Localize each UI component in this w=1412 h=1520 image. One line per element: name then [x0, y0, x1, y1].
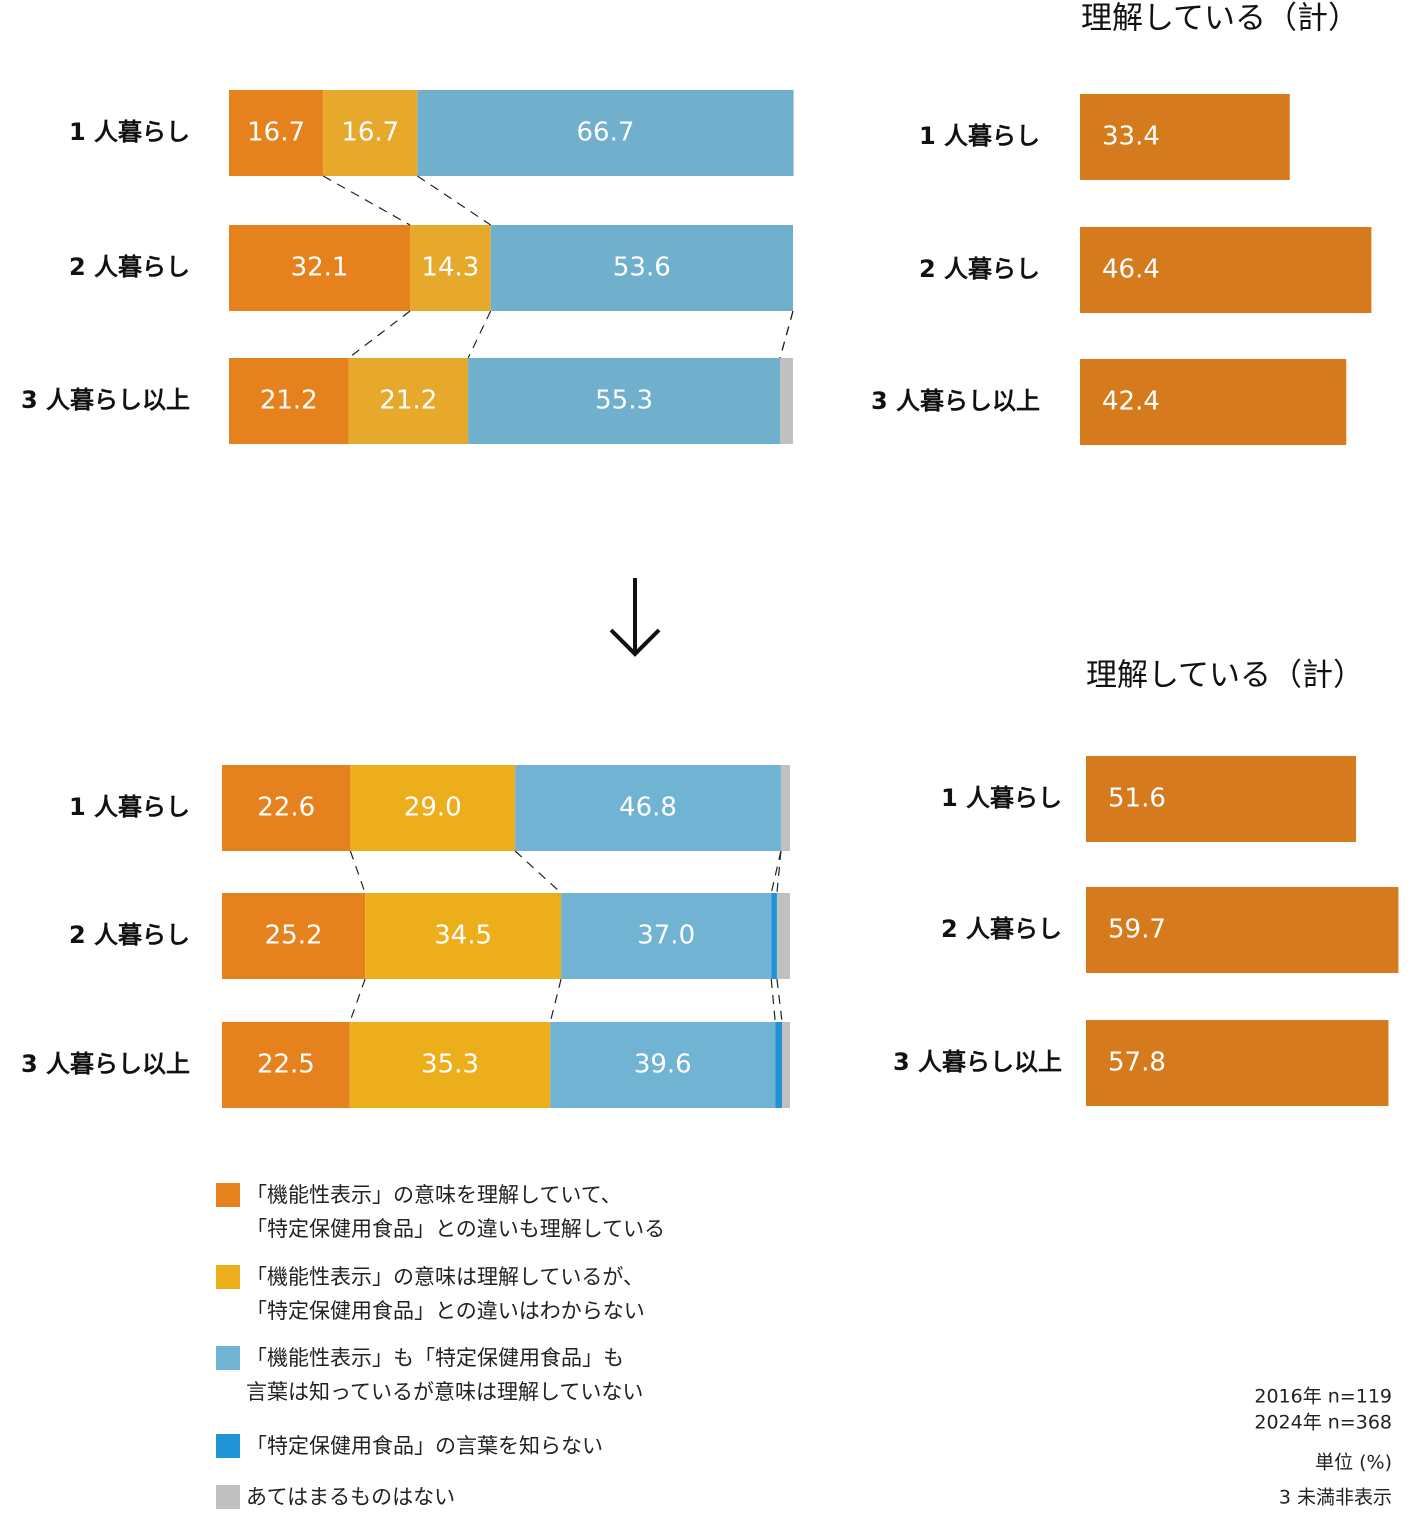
connector	[779, 310, 794, 359]
legend-swatch	[216, 1485, 240, 1509]
legend-swatch	[216, 1265, 240, 1289]
bar-segment	[350, 765, 516, 851]
bar-segment	[490, 225, 793, 311]
value-label: 22.5	[257, 1050, 315, 1080]
bar-segment	[229, 225, 411, 311]
category-label: 1 人暮らし	[919, 122, 1040, 150]
bar-segment	[229, 90, 324, 176]
bar-segment	[222, 1022, 350, 1108]
connector	[514, 850, 562, 894]
value-label: 57.8	[1108, 1048, 1166, 1078]
bar-segment	[349, 1022, 551, 1108]
chart-title: 理解している（計）	[1086, 658, 1364, 694]
connector	[349, 850, 366, 894]
connector	[770, 850, 782, 894]
value-label: 42.4	[1102, 387, 1160, 417]
value-label: 66.7	[577, 118, 635, 148]
footnote: 2024年 n=368	[1254, 1412, 1392, 1434]
value-label: 29.0	[404, 793, 462, 823]
category-label: 3 人暮らし以上	[893, 1048, 1062, 1076]
connector	[549, 978, 562, 1023]
value-label: 14.3	[421, 253, 479, 283]
value-label: 53.6	[613, 253, 671, 283]
value-label: 16.7	[341, 118, 399, 148]
category-label: 3 人暮らし以上	[871, 387, 1040, 415]
bar-segment	[229, 358, 349, 444]
category-label: 2 人暮らし	[69, 253, 190, 281]
footnote: 2016年 n=119	[1254, 1386, 1392, 1408]
bar-segment	[468, 358, 781, 444]
category-label: 2 人暮らし	[941, 915, 1062, 943]
connector	[776, 978, 783, 1023]
legend-label: 「機能性表示」も「特定保健用食品」も 言葉は知っているが意味は理解していない	[246, 1346, 644, 1404]
bar	[1086, 1020, 1389, 1106]
value-label: 25.2	[265, 921, 323, 951]
bar-segment	[410, 225, 491, 311]
bar-segment	[775, 1022, 783, 1108]
bar-segment	[348, 358, 469, 444]
value-label: 22.6	[257, 793, 315, 823]
bar-segment	[222, 893, 366, 979]
category-label: 1 人暮らし	[941, 784, 1062, 812]
connector	[467, 310, 492, 359]
bar	[1080, 359, 1347, 445]
bar-segment	[780, 765, 790, 851]
value-label: 59.7	[1108, 915, 1166, 945]
bar-segment	[771, 893, 777, 979]
connector	[770, 978, 776, 1023]
bar	[1080, 227, 1372, 313]
bar	[1080, 94, 1290, 180]
legend-swatch	[216, 1346, 240, 1370]
value-label: 55.3	[595, 386, 653, 416]
bar-segment	[550, 1022, 776, 1108]
legend-label: 「機能性表示」の意味は理解しているが、 「特定保健用食品」との違いはわからない	[246, 1265, 645, 1323]
bar-segment	[782, 1022, 790, 1108]
connector	[776, 850, 782, 894]
category-label: 1 人暮らし	[69, 118, 190, 146]
value-label: 21.2	[260, 386, 318, 416]
category-label: 2 人暮らし	[919, 255, 1040, 283]
bar-segment	[417, 90, 794, 176]
value-label: 16.7	[247, 118, 305, 148]
bar	[1086, 887, 1399, 973]
value-label: 21.2	[379, 386, 437, 416]
bar-segment	[780, 358, 793, 444]
value-label: 35.3	[421, 1050, 479, 1080]
bar-segment	[515, 765, 781, 851]
bar-segment	[222, 765, 351, 851]
category-label: 2 人暮らし	[69, 921, 190, 949]
value-label: 51.6	[1108, 784, 1166, 814]
value-label: 37.0	[637, 921, 695, 951]
connector	[417, 175, 492, 226]
value-label: 34.5	[434, 921, 492, 951]
connector	[348, 310, 411, 359]
legend-swatch	[216, 1183, 240, 1207]
value-label: 33.4	[1102, 122, 1160, 152]
value-label: 46.4	[1102, 255, 1160, 285]
category-label: 3 人暮らし以上	[21, 1050, 190, 1078]
bar-segment	[365, 893, 562, 979]
value-label: 46.8	[619, 793, 677, 823]
value-label: 39.6	[634, 1050, 692, 1080]
down-arrow	[609, 578, 661, 657]
legend-swatch	[216, 1434, 240, 1458]
legend-label: 「機能性表示」の意味を理解していて、 「特定保健用食品」との違いも理解している	[246, 1183, 666, 1241]
footnote: 3 未満非表示	[1279, 1487, 1392, 1509]
category-label: 1 人暮らし	[69, 793, 190, 821]
category-label: 3 人暮らし以上	[21, 386, 190, 414]
legend-label: 「特定保健用食品」の言葉を知らない	[246, 1434, 603, 1458]
bar-segment	[776, 893, 790, 979]
connector	[322, 175, 411, 226]
connector	[349, 978, 366, 1023]
chart-title: 理解している（計）	[1081, 1, 1359, 37]
footnote: 単位 (%)	[1315, 1452, 1392, 1474]
bar	[1086, 756, 1357, 842]
value-label: 32.1	[291, 253, 349, 283]
bar-segment	[323, 90, 418, 176]
legend-label: あてはまるものはない	[246, 1485, 456, 1509]
bar-segment	[561, 893, 772, 979]
